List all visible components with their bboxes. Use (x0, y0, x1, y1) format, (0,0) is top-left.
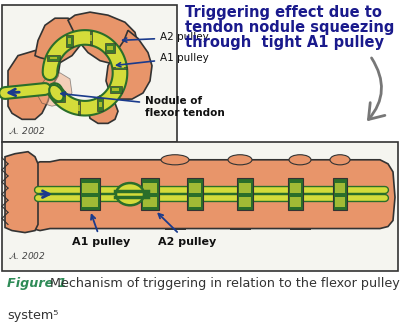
Bar (290, 197, 301, 207)
FancyBboxPatch shape (2, 142, 398, 271)
Ellipse shape (49, 85, 64, 101)
Text: Mechanism of triggering in relation to the flexor pulley: Mechanism of triggering in relation to t… (46, 277, 400, 290)
Bar (239, 183, 251, 193)
Polygon shape (105, 43, 115, 53)
Bar (189, 183, 201, 193)
Text: $\mathcal{A}$. 2002: $\mathcal{A}$. 2002 (8, 251, 46, 261)
Text: A1 pulley: A1 pulley (72, 215, 130, 247)
Bar (288, 178, 303, 210)
FancyArrowPatch shape (368, 58, 385, 119)
Polygon shape (68, 38, 71, 44)
Text: A1 pulley: A1 pulley (117, 53, 209, 67)
Bar (143, 183, 157, 193)
Bar (335, 183, 345, 193)
Polygon shape (106, 30, 152, 99)
Bar (239, 197, 251, 207)
Text: A2 pulley: A2 pulley (158, 214, 216, 247)
Polygon shape (55, 93, 65, 102)
Polygon shape (90, 31, 92, 45)
Ellipse shape (228, 155, 252, 165)
Polygon shape (8, 51, 60, 119)
Polygon shape (97, 98, 103, 111)
Polygon shape (78, 105, 80, 111)
Polygon shape (110, 86, 122, 93)
Bar (333, 178, 347, 210)
Bar (187, 178, 203, 210)
Bar (335, 197, 345, 207)
Polygon shape (88, 96, 118, 123)
Text: Triggering effect due to: Triggering effect due to (185, 5, 382, 20)
Text: tendon nodule squeezing: tendon nodule squeezing (185, 20, 394, 35)
Polygon shape (38, 73, 72, 106)
Ellipse shape (161, 155, 189, 165)
Text: through  tight A1 pulley: through tight A1 pulley (185, 35, 384, 50)
Text: system⁵: system⁵ (7, 309, 58, 322)
Polygon shape (68, 12, 138, 64)
Polygon shape (113, 67, 126, 69)
Bar (189, 197, 201, 207)
Polygon shape (66, 35, 73, 47)
Polygon shape (78, 101, 80, 115)
Polygon shape (112, 88, 120, 91)
Polygon shape (98, 102, 102, 107)
Bar (82, 197, 98, 207)
Polygon shape (116, 67, 124, 68)
Bar (80, 178, 100, 210)
Bar (143, 197, 157, 207)
Polygon shape (35, 18, 82, 63)
Polygon shape (50, 57, 57, 59)
Polygon shape (28, 160, 395, 231)
Text: Nodule of
flexor tendon: Nodule of flexor tendon (61, 92, 225, 118)
Polygon shape (57, 95, 63, 99)
Ellipse shape (116, 183, 144, 205)
Bar (141, 178, 159, 210)
Text: $\mathcal{A}$. 2002: $\mathcal{A}$. 2002 (8, 125, 46, 136)
Polygon shape (90, 35, 92, 41)
Polygon shape (47, 55, 60, 61)
Bar (82, 183, 98, 193)
Ellipse shape (289, 155, 311, 165)
Bar (290, 183, 301, 193)
FancyBboxPatch shape (2, 5, 177, 142)
Polygon shape (5, 152, 38, 232)
Text: A2 pulley: A2 pulley (123, 32, 209, 43)
Polygon shape (107, 46, 113, 50)
Bar (237, 178, 253, 210)
Text: Figure 1: Figure 1 (7, 277, 67, 290)
Ellipse shape (330, 155, 350, 165)
